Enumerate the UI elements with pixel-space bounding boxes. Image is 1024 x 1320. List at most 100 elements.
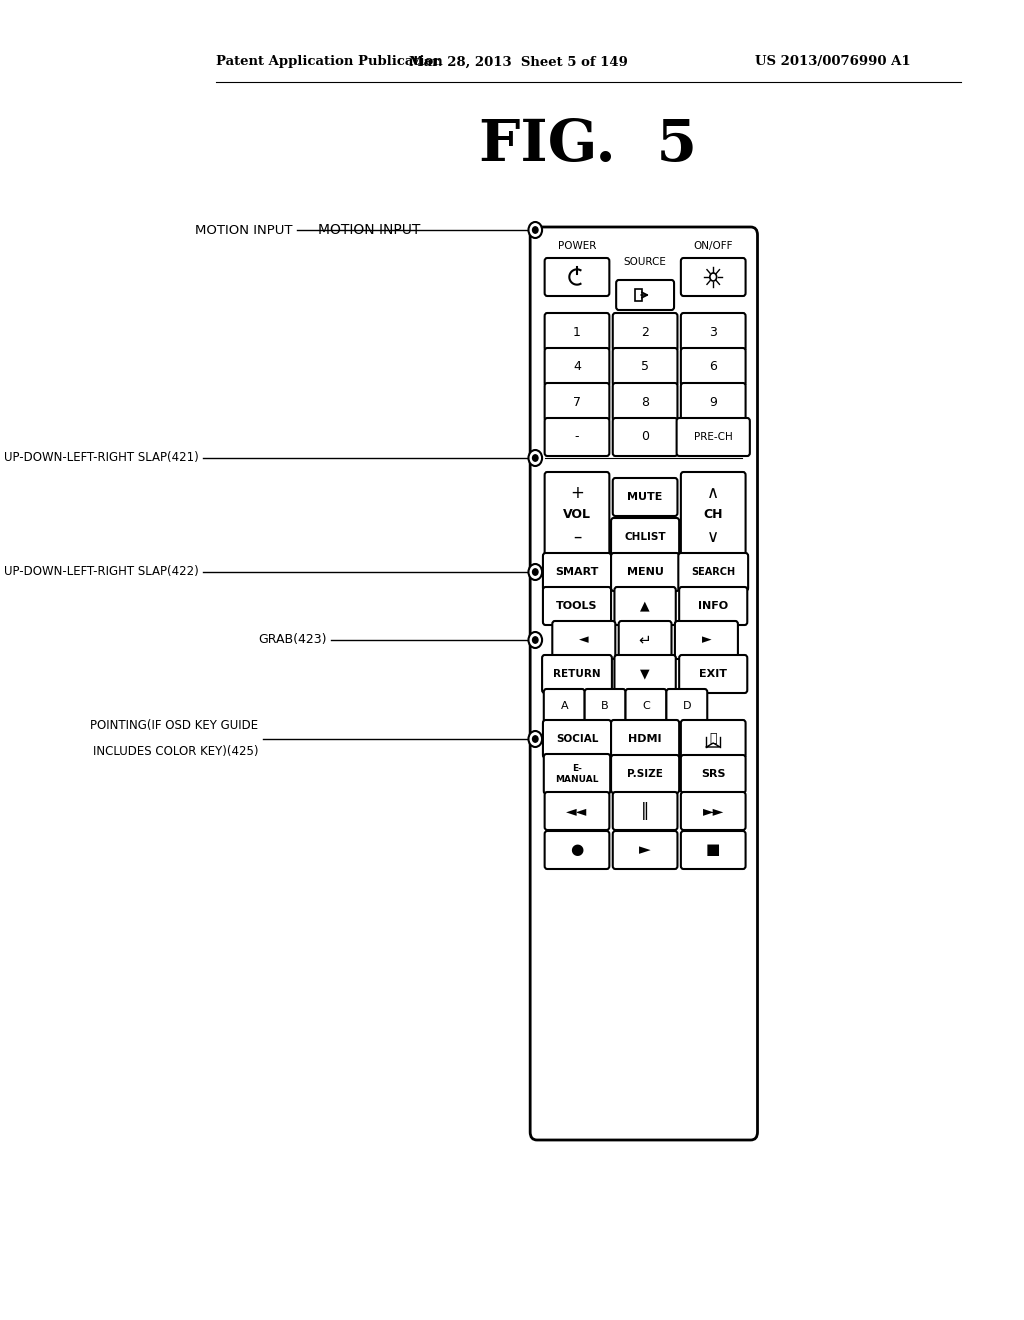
FancyBboxPatch shape bbox=[614, 655, 676, 693]
FancyBboxPatch shape bbox=[542, 655, 612, 693]
Text: 6: 6 bbox=[710, 360, 717, 374]
FancyBboxPatch shape bbox=[612, 832, 678, 869]
FancyBboxPatch shape bbox=[681, 792, 745, 830]
Text: GRAB(423): GRAB(423) bbox=[258, 634, 327, 647]
FancyBboxPatch shape bbox=[611, 755, 679, 793]
FancyBboxPatch shape bbox=[681, 383, 745, 421]
FancyBboxPatch shape bbox=[545, 348, 609, 385]
Text: MOTION INPUT: MOTION INPUT bbox=[318, 223, 420, 238]
FancyBboxPatch shape bbox=[681, 719, 745, 758]
Text: 5: 5 bbox=[641, 360, 649, 374]
Text: –: – bbox=[572, 528, 582, 546]
Circle shape bbox=[532, 569, 538, 576]
Text: HDMI: HDMI bbox=[629, 734, 662, 744]
Circle shape bbox=[532, 735, 538, 742]
Circle shape bbox=[532, 636, 538, 643]
Text: MOTION INPUT: MOTION INPUT bbox=[196, 223, 293, 236]
Text: SMART: SMART bbox=[555, 568, 599, 577]
Text: POWER: POWER bbox=[558, 242, 596, 251]
FancyBboxPatch shape bbox=[543, 719, 611, 758]
Text: CHLIST: CHLIST bbox=[625, 532, 666, 543]
Text: 7: 7 bbox=[573, 396, 581, 408]
FancyBboxPatch shape bbox=[616, 280, 674, 310]
FancyBboxPatch shape bbox=[626, 689, 667, 723]
FancyBboxPatch shape bbox=[681, 257, 745, 296]
Text: SRS: SRS bbox=[701, 770, 725, 779]
FancyBboxPatch shape bbox=[667, 689, 708, 723]
FancyBboxPatch shape bbox=[545, 418, 609, 455]
FancyBboxPatch shape bbox=[681, 755, 745, 793]
FancyBboxPatch shape bbox=[544, 689, 585, 723]
FancyBboxPatch shape bbox=[545, 383, 609, 421]
Text: D: D bbox=[683, 701, 691, 711]
FancyBboxPatch shape bbox=[543, 587, 611, 624]
FancyBboxPatch shape bbox=[681, 348, 745, 385]
FancyBboxPatch shape bbox=[530, 227, 758, 1140]
Text: RETURN: RETURN bbox=[553, 669, 601, 678]
Text: ∧: ∧ bbox=[708, 484, 719, 502]
Text: Patent Application Publication: Patent Application Publication bbox=[216, 55, 442, 69]
FancyBboxPatch shape bbox=[544, 754, 610, 795]
Bar bbox=[635, 289, 642, 301]
FancyBboxPatch shape bbox=[679, 655, 748, 693]
FancyBboxPatch shape bbox=[612, 478, 678, 516]
Circle shape bbox=[528, 222, 542, 238]
Text: ↵: ↵ bbox=[639, 632, 651, 648]
Text: 4: 4 bbox=[573, 360, 581, 374]
Text: FIG.  5: FIG. 5 bbox=[479, 117, 697, 173]
Text: MENU: MENU bbox=[627, 568, 664, 577]
FancyBboxPatch shape bbox=[545, 257, 609, 296]
Text: ◄: ◄ bbox=[579, 634, 589, 647]
FancyBboxPatch shape bbox=[681, 313, 745, 351]
Text: 2: 2 bbox=[641, 326, 649, 338]
Text: 9: 9 bbox=[710, 396, 717, 408]
Text: SOURCE: SOURCE bbox=[624, 257, 667, 267]
FancyBboxPatch shape bbox=[681, 473, 745, 558]
Text: ■: ■ bbox=[706, 842, 721, 858]
Text: ●: ● bbox=[570, 842, 584, 858]
Text: POINTING(IF OSD KEY GUIDE: POINTING(IF OSD KEY GUIDE bbox=[90, 719, 258, 733]
Text: UP-DOWN-LEFT-RIGHT SLAP(422): UP-DOWN-LEFT-RIGHT SLAP(422) bbox=[4, 565, 199, 578]
Text: MUTE: MUTE bbox=[628, 492, 663, 502]
Text: 0: 0 bbox=[641, 430, 649, 444]
FancyBboxPatch shape bbox=[614, 587, 676, 624]
Text: TOOLS: TOOLS bbox=[556, 601, 598, 611]
Circle shape bbox=[528, 450, 542, 466]
Text: EXIT: EXIT bbox=[699, 669, 727, 678]
FancyBboxPatch shape bbox=[545, 313, 609, 351]
Text: ⬜: ⬜ bbox=[710, 733, 717, 746]
Text: ►: ► bbox=[701, 634, 712, 647]
Text: UP-DOWN-LEFT-RIGHT SLAP(421): UP-DOWN-LEFT-RIGHT SLAP(421) bbox=[4, 451, 199, 465]
Text: ∨: ∨ bbox=[708, 528, 719, 546]
Circle shape bbox=[528, 731, 542, 747]
FancyBboxPatch shape bbox=[675, 620, 738, 659]
FancyBboxPatch shape bbox=[618, 620, 672, 659]
Text: B: B bbox=[601, 701, 609, 711]
FancyBboxPatch shape bbox=[611, 553, 679, 591]
Text: ON/OFF: ON/OFF bbox=[693, 242, 733, 251]
FancyBboxPatch shape bbox=[612, 383, 678, 421]
Text: ▲: ▲ bbox=[640, 599, 650, 612]
FancyBboxPatch shape bbox=[543, 553, 611, 591]
Text: ▼: ▼ bbox=[640, 668, 650, 681]
FancyBboxPatch shape bbox=[545, 832, 609, 869]
Text: E-
MANUAL: E- MANUAL bbox=[555, 764, 599, 784]
Text: C: C bbox=[642, 701, 650, 711]
Text: -: - bbox=[574, 430, 580, 444]
FancyBboxPatch shape bbox=[611, 719, 679, 758]
FancyBboxPatch shape bbox=[611, 517, 679, 556]
Text: P.SIZE: P.SIZE bbox=[627, 770, 664, 779]
FancyBboxPatch shape bbox=[545, 792, 609, 830]
Text: ‖: ‖ bbox=[641, 803, 649, 820]
Text: PRE-CH: PRE-CH bbox=[694, 432, 732, 442]
Text: US 2013/0076990 A1: US 2013/0076990 A1 bbox=[756, 55, 911, 69]
FancyBboxPatch shape bbox=[677, 418, 750, 455]
Circle shape bbox=[532, 227, 538, 234]
Circle shape bbox=[528, 632, 542, 648]
Text: 3: 3 bbox=[710, 326, 717, 338]
FancyBboxPatch shape bbox=[681, 832, 745, 869]
Text: ►►: ►► bbox=[702, 804, 724, 818]
FancyBboxPatch shape bbox=[612, 418, 678, 455]
Circle shape bbox=[528, 564, 542, 579]
FancyBboxPatch shape bbox=[612, 792, 678, 830]
